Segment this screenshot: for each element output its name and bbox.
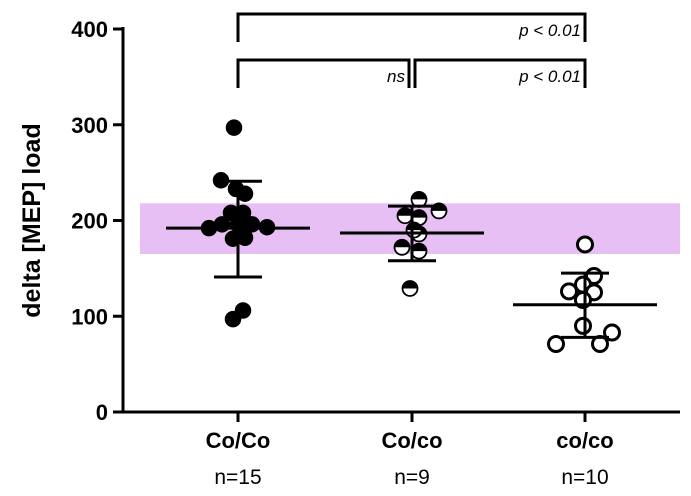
y-tick-label: 0 [96,400,108,425]
labels: 0 100 200 300 400 delta [MEP] load Co/Co n=15 Co… [18,17,614,489]
data-point [560,282,578,301]
significance-brackets [166,12,657,339]
significance-bracket [236,58,411,88]
y-tick-label: 400 [71,17,108,42]
data-point [405,221,423,239]
data-point-top-half [397,208,413,216]
data-point [236,229,254,246]
n-label: n=10 [561,466,608,489]
data-point [401,280,419,297]
data-point [236,185,254,202]
data-point-top-half [411,210,427,218]
category-label: co/co [556,428,613,453]
data-point [410,191,428,208]
significance-bracket [236,12,587,42]
data-point [410,242,428,260]
data-point [225,119,243,136]
y-tick-label: 100 [71,304,108,329]
n-label: n=15 [214,466,261,489]
data-point-top-half [402,280,418,289]
significance-bracket [413,58,587,88]
data-point-top-half [411,243,427,252]
significance-label: p < 0.01 [518,21,581,40]
data-point [547,335,565,354]
data-point-top-half [394,239,410,248]
data-point [576,235,594,254]
category-label: Co/Co [206,428,271,453]
y-tick-label: 200 [71,209,108,234]
data-point-top-half [406,222,422,231]
data-point [396,207,414,225]
significance-label: ns [387,67,405,86]
data-point [393,238,411,256]
y-axis-label: delta [MEP] load [18,123,46,317]
data-point [224,310,242,328]
significance-label: p < 0.01 [518,67,581,86]
data-point-top-half [411,191,427,200]
axes [113,27,680,422]
n-label: n=9 [394,466,430,489]
category-label: Co/co [381,428,442,453]
data-point [574,316,592,335]
y-tick-label: 300 [71,113,108,138]
